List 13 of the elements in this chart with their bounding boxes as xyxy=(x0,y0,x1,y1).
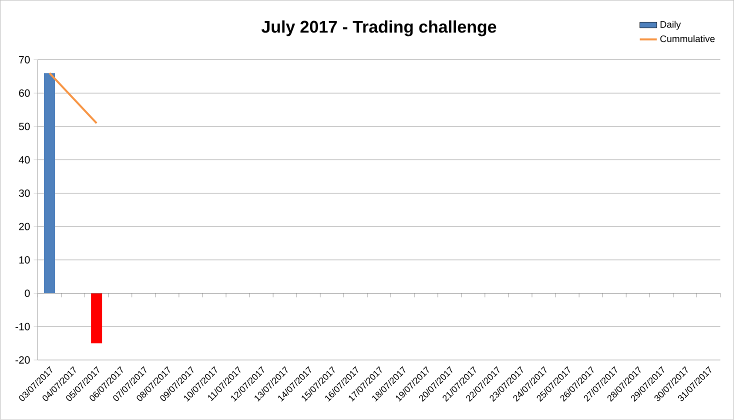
y-tick-label: 40 xyxy=(18,156,30,164)
y-tick-label: 30 xyxy=(18,190,30,198)
y-tick-label: 10 xyxy=(19,256,30,264)
y-tick-label: -20 xyxy=(16,356,30,364)
y-tick-label: 60 xyxy=(19,90,30,97)
y-tick-label: 20 xyxy=(19,222,30,230)
y-tick-label: -10 xyxy=(16,323,30,330)
y-tick-label: 70 xyxy=(19,56,30,64)
chart-title: July 2017 - Trading challenge xyxy=(262,20,496,36)
y-tick-label: 50 xyxy=(18,122,30,130)
y-tick-label: 0 xyxy=(24,290,30,298)
legend-label: Daily xyxy=(660,20,681,30)
legend-label: Cummulative xyxy=(660,35,715,42)
